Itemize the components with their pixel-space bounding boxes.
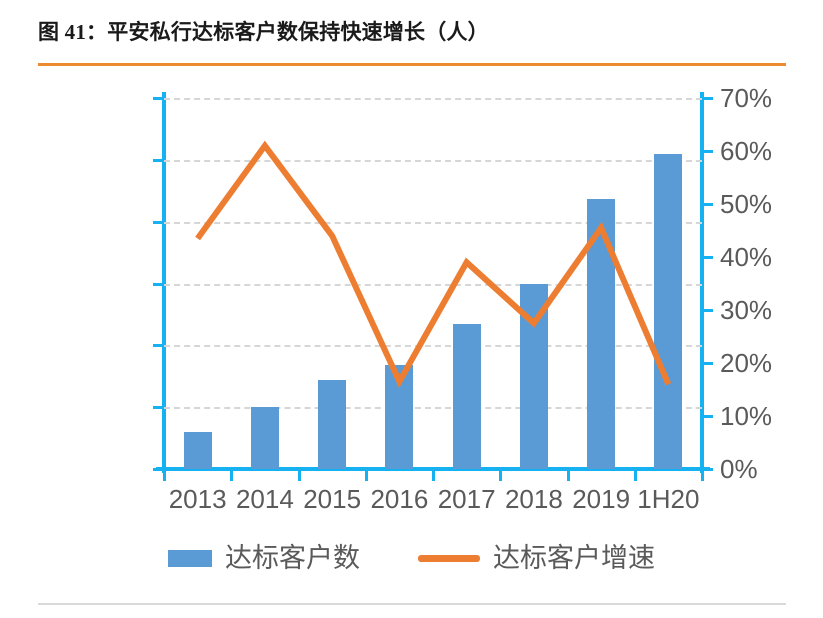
right-axis-tick <box>704 415 713 418</box>
right-axis-tick-label: 10% <box>720 401 773 431</box>
left-axis-tick <box>153 97 162 100</box>
title-underline-rule <box>38 63 786 66</box>
category-axis-tick-label: 1H20 <box>637 484 700 514</box>
bar <box>654 153 683 469</box>
bottom-axis-line <box>156 467 710 471</box>
right-axis-tick <box>704 309 713 312</box>
category-axis-tick-label: 2017 <box>437 484 496 514</box>
right-axis-tick <box>704 97 713 100</box>
category-axis-tick <box>701 471 704 481</box>
gridline <box>164 283 702 286</box>
right-axis-tick <box>704 362 713 365</box>
left-axis-tick <box>153 344 162 348</box>
legend-item-bar-series[interactable]: 达标客户数 <box>168 545 360 572</box>
category-axis-tick <box>297 471 301 481</box>
right-axis-tick-label: 70% <box>720 83 773 113</box>
footer-divider-rule <box>38 603 786 605</box>
gridline <box>164 98 702 100</box>
bar <box>183 431 212 469</box>
left-axis-tick <box>153 158 162 162</box>
category-axis-tick <box>633 471 637 481</box>
bar <box>250 407 279 469</box>
title-block: 图 41：平安私行达标客户数保持快速增长（人） <box>38 16 798 46</box>
category-axis-tick <box>566 471 570 481</box>
category-axis-tick-label: 2016 <box>370 484 429 514</box>
category-axis-tick-label: 2014 <box>235 484 294 514</box>
page-title: 图 41：平安私行达标客户数保持快速增长（人） <box>38 20 489 44</box>
gridline <box>164 407 702 410</box>
chart-legend: 达标客户数 达标客户增速 <box>0 545 823 572</box>
category-axis-tick-label: 2018 <box>504 484 563 514</box>
line-swatch-icon <box>418 555 480 562</box>
legend-item-line-series[interactable]: 达标客户增速 <box>418 545 655 572</box>
category-axis-tick-label: 2019 <box>572 484 631 514</box>
right-axis-tick-label: 40% <box>720 242 773 272</box>
category-axis-tick <box>230 471 234 481</box>
category-axis-tick <box>432 471 435 481</box>
plot-area: 6000050000400003000020000100000 70%60%50… <box>153 85 772 512</box>
right-axis-tick <box>704 256 713 259</box>
gridline <box>164 345 702 348</box>
category-axis-tick-label: 2015 <box>303 484 362 514</box>
bar <box>318 379 347 469</box>
left-axis-tick <box>153 220 162 224</box>
right-axis-tick-label: 0% <box>720 454 758 484</box>
legend-label-bar-series: 达标客户数 <box>225 543 360 573</box>
bar-swatch-icon <box>168 550 212 567</box>
category-axis-tick <box>364 471 368 481</box>
right-axis-tick-label: 20% <box>720 348 773 378</box>
right-axis-tick <box>704 150 713 153</box>
right-axis-tick-label: 50% <box>720 189 773 219</box>
gridline <box>164 221 702 224</box>
right-axis-tick <box>704 203 713 206</box>
bar <box>452 324 481 469</box>
right-axis-line <box>700 92 704 473</box>
growth-rate-polyline <box>195 140 672 389</box>
left-axis-tick <box>153 282 162 286</box>
left-axis-tick <box>153 406 162 410</box>
category-axis-tick <box>163 471 166 481</box>
left-axis-tick <box>153 468 162 471</box>
right-axis-tick <box>704 468 713 471</box>
category-axis-tick-label: 2013 <box>168 484 227 514</box>
right-axis-tick-label: 60% <box>720 136 773 166</box>
category-axis-tick <box>499 471 503 481</box>
gridline <box>164 159 702 162</box>
legend-label-line-series: 达标客户增速 <box>493 543 655 573</box>
right-axis-tick-label: 30% <box>720 295 773 325</box>
left-axis-line <box>162 92 166 473</box>
line-series-da-biao-ke-hu-zeng-su <box>195 140 672 389</box>
